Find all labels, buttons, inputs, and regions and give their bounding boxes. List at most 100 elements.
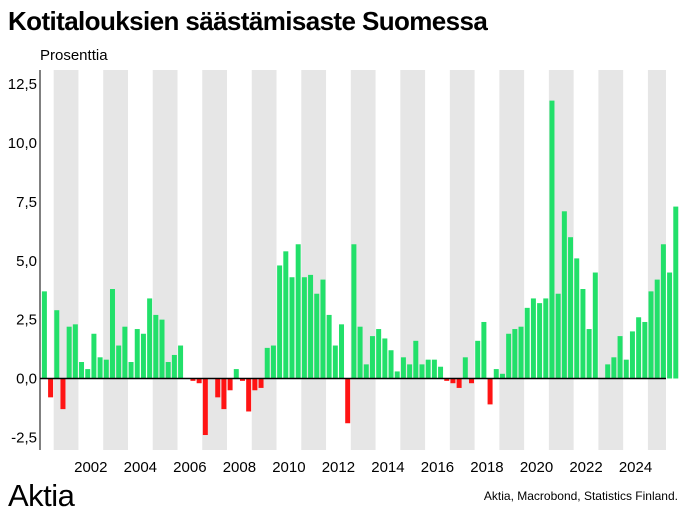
- bar: [611, 357, 617, 379]
- bar: [369, 336, 375, 379]
- bar: [450, 378, 456, 384]
- bar: [332, 345, 338, 379]
- bar: [109, 289, 115, 379]
- bar: [289, 277, 295, 379]
- bar: [54, 310, 60, 379]
- bar: [283, 251, 289, 379]
- x-tick-label: 2012: [322, 459, 355, 476]
- x-tick-label: 2014: [371, 459, 404, 476]
- bar: [91, 333, 97, 379]
- bar: [636, 317, 642, 379]
- bar: [116, 345, 122, 379]
- y-tick-label: 2,5: [16, 312, 37, 329]
- bar: [320, 279, 326, 379]
- year-band: [449, 70, 475, 450]
- bar: [425, 359, 431, 379]
- bar: [301, 277, 307, 379]
- bar: [660, 244, 666, 379]
- x-tick-label: 2022: [569, 459, 602, 476]
- bar: [339, 324, 345, 379]
- bar: [295, 244, 301, 379]
- y-tick-label: 5,0: [16, 253, 37, 270]
- bar: [202, 378, 208, 436]
- bar: [140, 333, 146, 379]
- bar: [493, 369, 499, 379]
- bar: [233, 369, 239, 379]
- bar: [623, 359, 629, 379]
- aktia-logo: Aktia: [8, 478, 75, 513]
- bar: [580, 289, 586, 379]
- bar: [85, 369, 91, 379]
- bar: [66, 326, 72, 379]
- bar: [438, 366, 444, 379]
- bar: [574, 258, 580, 379]
- y-tick-label: -2,5: [11, 429, 37, 446]
- bar: [326, 314, 332, 379]
- bar: [617, 336, 623, 379]
- bar: [60, 378, 66, 410]
- year-band: [251, 70, 277, 450]
- bar: [642, 321, 648, 379]
- bar: [605, 364, 611, 379]
- y-tick-label: 10,0: [8, 135, 37, 152]
- year-band: [53, 70, 79, 450]
- bar: [487, 378, 493, 405]
- y-axis-label: Prosenttia: [40, 47, 108, 64]
- bar: [456, 378, 462, 388]
- bar: [264, 347, 270, 379]
- bar: [407, 364, 413, 379]
- bar: [134, 329, 140, 379]
- year-band: [499, 70, 525, 450]
- bar: [128, 362, 134, 379]
- x-tick-label: 2020: [520, 459, 553, 476]
- bar: [308, 274, 314, 379]
- bar: [543, 298, 549, 379]
- bar: [673, 206, 679, 379]
- y-tick-label: 7,5: [16, 194, 37, 211]
- bar: [382, 338, 388, 379]
- x-tick-labels: 2002 2004 2006 2008 2010 2012 2014 2016 2018 2020…: [74, 459, 652, 476]
- bar: [351, 244, 357, 379]
- bar: [419, 364, 425, 379]
- bar: [221, 378, 227, 410]
- bar: [499, 373, 505, 379]
- bars: [41, 100, 679, 436]
- bar: [270, 345, 276, 379]
- bar: [549, 100, 555, 379]
- bar: [629, 331, 635, 379]
- bar: [431, 359, 437, 379]
- bar: [314, 293, 320, 379]
- bar: [357, 326, 363, 379]
- bar: [667, 272, 673, 379]
- y-tick-label: 0,0: [16, 371, 37, 388]
- bar: [518, 326, 524, 379]
- bar: [648, 291, 654, 379]
- bar: [97, 357, 103, 379]
- bar: [72, 324, 78, 379]
- x-tick-label: 2024: [619, 459, 652, 476]
- bar: [345, 378, 351, 424]
- bar: [462, 357, 468, 379]
- year-band: [301, 70, 327, 450]
- bar: [524, 307, 530, 379]
- bar: [252, 378, 258, 391]
- bar: [475, 340, 481, 379]
- bar: [41, 291, 47, 379]
- chart-title: Kotitalouksien säästämisaste Suomessa: [8, 6, 488, 36]
- bar: [469, 378, 474, 384]
- bar: [122, 326, 128, 379]
- bar: [388, 350, 394, 379]
- bar: [246, 378, 252, 412]
- x-tick-label: 2018: [470, 459, 503, 476]
- bar: [400, 357, 406, 379]
- year-band: [598, 70, 624, 450]
- bar: [190, 378, 196, 381]
- bar: [413, 340, 419, 379]
- bar: [530, 298, 536, 379]
- year-band: [103, 70, 128, 450]
- bar: [481, 321, 487, 379]
- bar: [153, 314, 159, 379]
- bar: [592, 272, 598, 379]
- y-tick-labels: -2,5 0,0 2,5 5,0 7,5 10,0 12,5: [8, 76, 37, 446]
